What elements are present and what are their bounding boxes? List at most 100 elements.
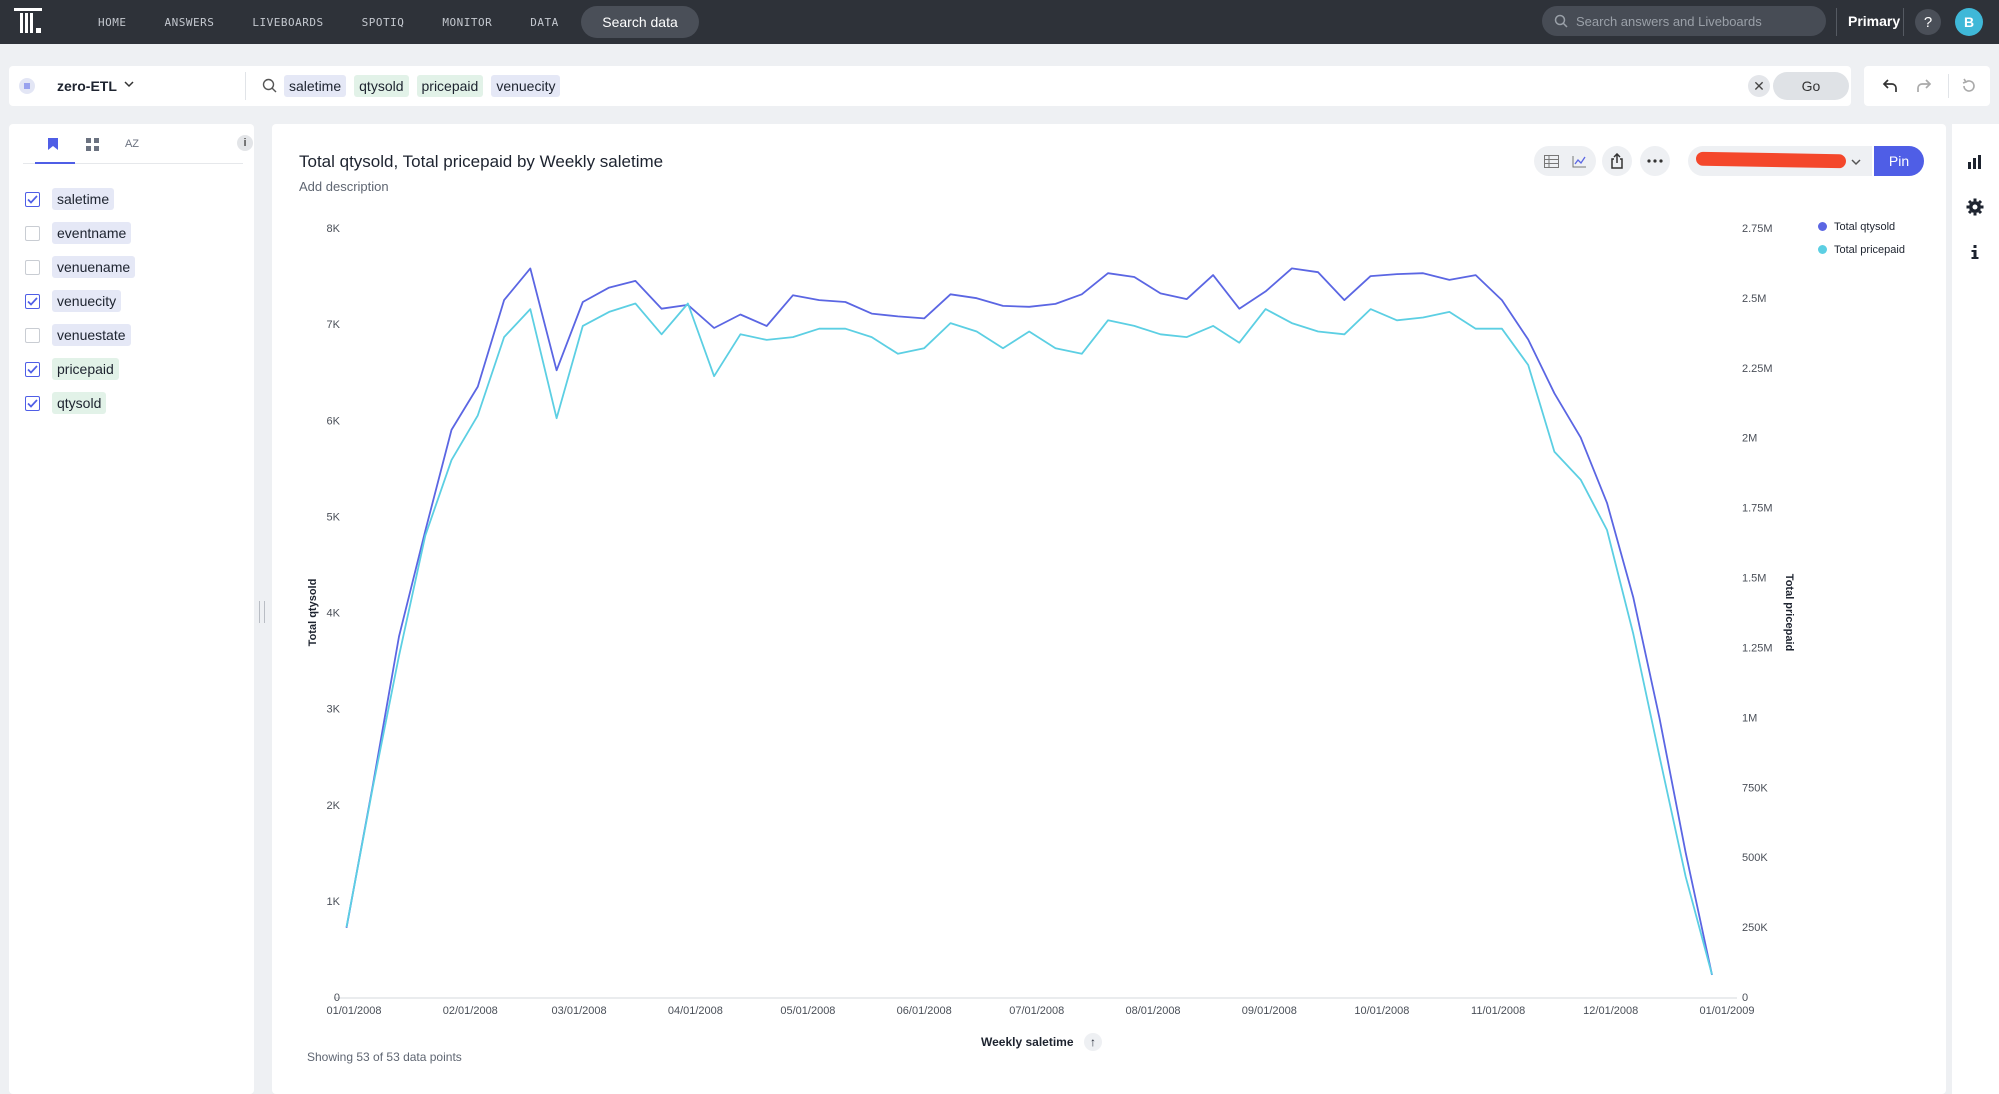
x-tick-label: 04/01/2008 [668, 1005, 723, 1017]
chart-legend: Total qtysold Total pricepaid [1818, 215, 1905, 261]
search-data-button[interactable]: Search data [581, 6, 699, 38]
legend-item-pricepaid[interactable]: Total pricepaid [1818, 238, 1905, 261]
y-tick-label-right: 1.75M [1742, 503, 1773, 515]
chart-view-icon[interactable] [1564, 146, 1594, 176]
x-tick-label: 01/01/2008 [326, 1005, 381, 1017]
checkbox[interactable] [25, 327, 40, 343]
x-tick-label: 06/01/2008 [897, 1005, 952, 1017]
search-icon [1554, 14, 1568, 28]
nav-liveboards[interactable]: LIVEBOARDS [252, 15, 324, 29]
nav-monitor[interactable]: MONITOR [442, 15, 493, 29]
column-list: saletime eventname venuename venuecity v… [25, 182, 136, 420]
y-axis-title-right: Total pricepaid [1783, 574, 1795, 651]
checkbox[interactable] [25, 293, 40, 309]
redo-icon[interactable] [1915, 77, 1933, 95]
data-panel: AZ i saletime eventname venuename venuec… [9, 124, 254, 1094]
y-tick-label-right: 1.25M [1742, 642, 1773, 654]
column-label: venuecity [52, 290, 122, 312]
search-tokens[interactable]: saletime qtysold pricepaid venuecity [284, 75, 568, 97]
undo-icon[interactable] [1881, 77, 1899, 95]
liveboard-select[interactable] [1688, 146, 1872, 176]
grid-icon[interactable] [82, 134, 102, 154]
y-tick-label-left: 8K [327, 223, 341, 235]
series-line-qtysold [345, 267, 1713, 976]
y-tick-label-left: 1K [327, 896, 341, 908]
right-rail [1952, 124, 1999, 1094]
answer-title[interactable]: Total qtysold, Total pricepaid by Weekly… [299, 152, 664, 171]
undo-redo-group [1864, 66, 1990, 106]
gear-icon[interactable] [1963, 195, 1987, 219]
column-item-venuename[interactable]: venuename [25, 250, 136, 284]
y-tick-label-right: 750K [1742, 782, 1768, 794]
bookmark-icon[interactable] [35, 134, 75, 164]
info-icon[interactable]: i [237, 135, 253, 151]
add-description[interactable]: Add description [299, 179, 389, 194]
column-item-venuecity[interactable]: venuecity [25, 284, 135, 318]
nav-divider [1903, 8, 1904, 36]
column-item-eventname[interactable]: eventname [25, 216, 135, 250]
y-tick-label-right: 2.25M [1742, 363, 1773, 375]
column-label: saletime [52, 188, 115, 210]
panel-resize-handle[interactable] [259, 601, 265, 623]
divider [245, 72, 246, 100]
checkbox[interactable] [25, 361, 40, 377]
help-icon[interactable]: ? [1915, 9, 1941, 35]
search-token[interactable]: qtysold [354, 75, 409, 97]
column-item-venuestate[interactable]: venuestate [25, 318, 135, 352]
clear-search-button[interactable]: ✕ [1748, 75, 1770, 97]
search-token[interactable]: venuecity [491, 75, 561, 97]
share-icon[interactable] [1602, 146, 1632, 176]
nav-divider [1836, 8, 1837, 36]
nav-spotiq[interactable]: SPOTIQ [361, 15, 405, 29]
nav-data[interactable]: DATA [530, 15, 559, 29]
x-tick-label: 12/01/2008 [1583, 1005, 1638, 1017]
top-nav: HOME ANSWERS LIVEBOARDS SPOTIQ MONITOR D… [0, 0, 1999, 44]
column-label: eventname [52, 222, 132, 244]
search-token[interactable]: pricepaid [416, 75, 484, 97]
nav-home[interactable]: HOME [98, 15, 127, 29]
column-item-saletime[interactable]: saletime [25, 182, 135, 216]
y-tick-label-left: 0 [334, 992, 340, 1004]
reset-icon[interactable] [1960, 77, 1978, 95]
sort-az-icon[interactable]: AZ [124, 138, 140, 150]
checkbox[interactable] [25, 191, 40, 207]
answer-panel: Total qtysold, Total pricepaid by Weekly… [272, 124, 1946, 1094]
info-icon[interactable] [1963, 240, 1987, 264]
table-view-icon[interactable] [1536, 146, 1566, 176]
column-label: qtysold [52, 392, 107, 414]
x-tick-label: 02/01/2008 [443, 1005, 498, 1017]
x-tick-label: 01/01/2009 [1699, 1005, 1754, 1017]
chevron-down-icon[interactable] [123, 78, 135, 90]
chart-type-icon[interactable] [1963, 150, 1987, 174]
search-token[interactable]: saletime [284, 75, 347, 97]
legend-item-qtysold[interactable]: Total qtysold [1818, 215, 1905, 238]
thoughtspot-logo[interactable] [14, 8, 44, 36]
org-switcher[interactable]: Primary [1848, 13, 1901, 29]
pin-button[interactable]: Pin [1874, 146, 1924, 176]
checkbox[interactable] [25, 225, 40, 241]
search-icon [262, 78, 277, 93]
checkbox[interactable] [25, 259, 40, 275]
avatar[interactable]: B [1955, 8, 1983, 36]
data-source-selector[interactable]: zero-ETL [57, 78, 117, 94]
chevron-down-icon[interactable] [1850, 156, 1862, 168]
go-button[interactable]: Go [1773, 72, 1849, 100]
data-source-icon [19, 78, 35, 94]
x-tick-label: 10/01/2008 [1354, 1005, 1409, 1017]
x-axis-title[interactable]: Weekly saletime [981, 1035, 1074, 1049]
line-chart[interactable]: 0 1K 2K 3K 4K 5K 6K 7K 8K 0 250K 500K 750K 1M 1.25M 1.5… [272, 124, 1946, 1024]
y-tick-label-right: 1.5M [1742, 573, 1766, 585]
global-search-input[interactable]: Search answers and Liveboards [1542, 6, 1826, 36]
y-tick-label-right: 2.5M [1742, 293, 1766, 305]
column-item-qtysold[interactable]: qtysold [25, 386, 135, 420]
checkbox[interactable] [25, 395, 40, 411]
nav-answers[interactable]: ANSWERS [164, 15, 215, 29]
sort-ascending-button[interactable]: ↑ [1084, 1033, 1102, 1051]
y-tick-label-left: 5K [327, 511, 341, 523]
column-label: venuename [52, 256, 136, 278]
y-tick-label-right: 2M [1742, 433, 1757, 445]
y-tick-label-left: 6K [327, 415, 341, 427]
y-tick-label-right: 0 [1742, 992, 1748, 1004]
column-item-pricepaid[interactable]: pricepaid [25, 352, 135, 386]
more-options-icon[interactable] [1640, 146, 1670, 176]
